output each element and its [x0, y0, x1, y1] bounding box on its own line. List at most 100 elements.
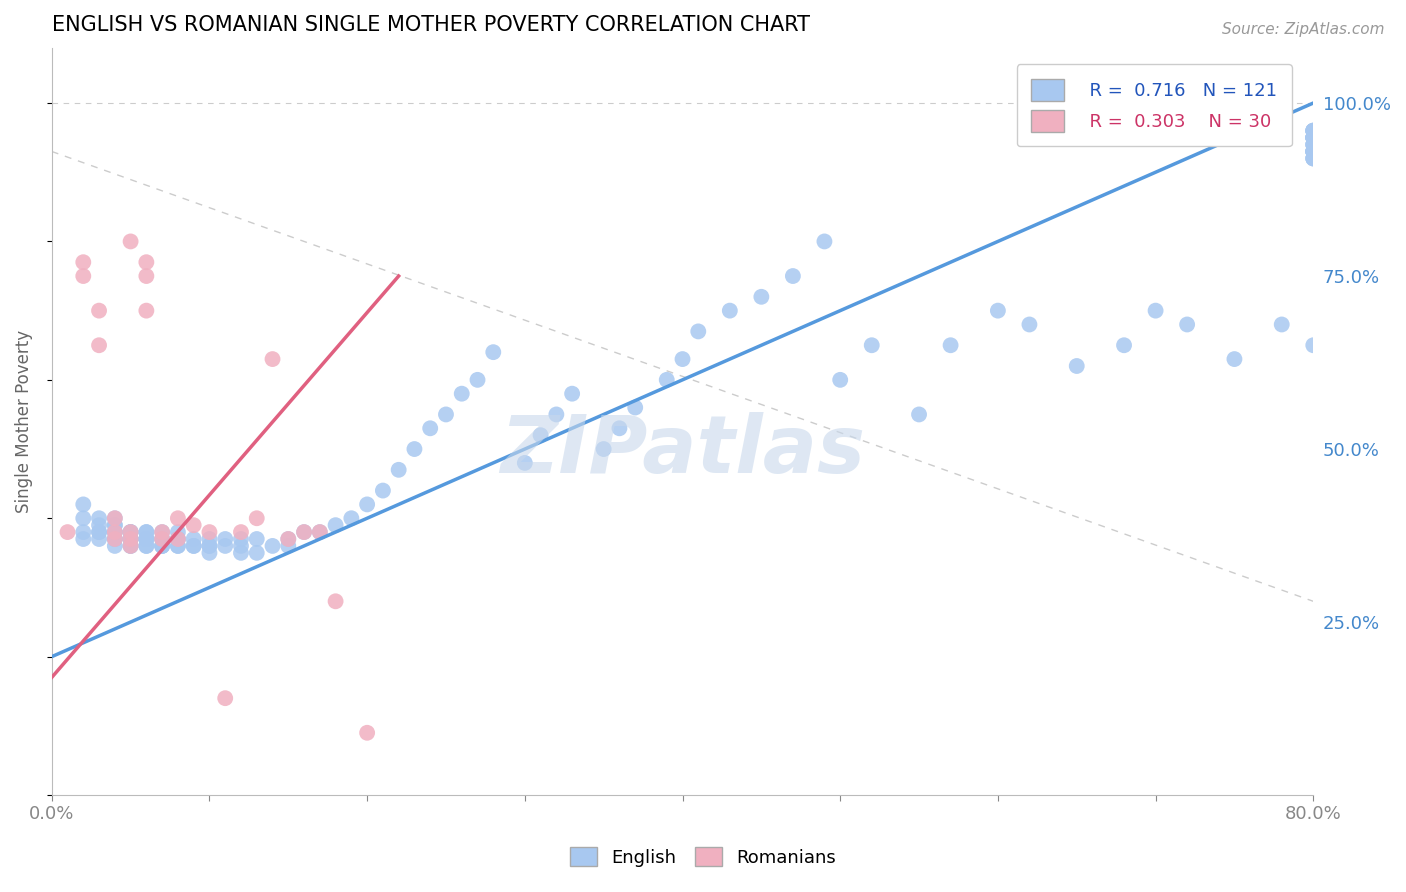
Point — [135, 532, 157, 546]
Point — [529, 428, 551, 442]
Point — [214, 539, 236, 553]
Point — [434, 408, 457, 422]
Point — [183, 539, 205, 553]
Point — [150, 525, 173, 540]
Point — [120, 525, 142, 540]
Point — [87, 518, 110, 533]
Point — [104, 525, 127, 540]
Point — [120, 539, 142, 553]
Point — [388, 463, 411, 477]
Point — [1302, 145, 1324, 159]
Point — [908, 408, 931, 422]
Point — [277, 532, 299, 546]
Point — [1018, 318, 1040, 332]
Point — [167, 511, 190, 525]
Point — [198, 546, 221, 560]
Point — [671, 352, 693, 367]
Point — [813, 235, 835, 249]
Point — [167, 539, 190, 553]
Point — [87, 511, 110, 525]
Point — [325, 518, 347, 533]
Point — [246, 532, 269, 546]
Point — [1302, 145, 1324, 159]
Point — [120, 235, 142, 249]
Point — [198, 539, 221, 553]
Point — [467, 373, 489, 387]
Point — [513, 456, 536, 470]
Point — [404, 442, 426, 456]
Point — [688, 325, 710, 339]
Point — [120, 525, 142, 540]
Point — [120, 532, 142, 546]
Point — [183, 532, 205, 546]
Point — [150, 532, 173, 546]
Point — [262, 352, 284, 367]
Point — [167, 532, 190, 546]
Point — [782, 268, 804, 283]
Point — [198, 525, 221, 540]
Point — [371, 483, 394, 498]
Point — [120, 539, 142, 553]
Point — [655, 373, 678, 387]
Point — [72, 268, 94, 283]
Point — [356, 726, 378, 740]
Point — [87, 338, 110, 352]
Point — [277, 532, 299, 546]
Point — [1302, 137, 1324, 152]
Point — [546, 408, 568, 422]
Point — [87, 303, 110, 318]
Point — [104, 518, 127, 533]
Point — [135, 532, 157, 546]
Point — [1302, 152, 1324, 166]
Point — [72, 511, 94, 525]
Point — [72, 525, 94, 540]
Point — [1271, 318, 1294, 332]
Point — [87, 525, 110, 540]
Point — [214, 532, 236, 546]
Point — [1302, 124, 1324, 138]
Point — [1144, 303, 1167, 318]
Point — [277, 539, 299, 553]
Text: Source: ZipAtlas.com: Source: ZipAtlas.com — [1222, 22, 1385, 37]
Point — [308, 525, 330, 540]
Point — [1302, 145, 1324, 159]
Point — [1302, 137, 1324, 152]
Point — [419, 421, 441, 435]
Point — [135, 268, 157, 283]
Point — [751, 290, 773, 304]
Point — [104, 532, 127, 546]
Point — [104, 525, 127, 540]
Point — [56, 525, 79, 540]
Point — [229, 539, 252, 553]
Point — [120, 525, 142, 540]
Point — [1302, 124, 1324, 138]
Point — [482, 345, 505, 359]
Point — [1302, 338, 1324, 352]
Point — [292, 525, 315, 540]
Point — [104, 532, 127, 546]
Point — [135, 539, 157, 553]
Point — [624, 401, 647, 415]
Point — [1302, 137, 1324, 152]
Y-axis label: Single Mother Poverty: Single Mother Poverty — [15, 330, 32, 513]
Point — [104, 525, 127, 540]
Text: ENGLISH VS ROMANIAN SINGLE MOTHER POVERTY CORRELATION CHART: ENGLISH VS ROMANIAN SINGLE MOTHER POVERT… — [52, 15, 810, 35]
Point — [1223, 352, 1246, 367]
Point — [987, 303, 1010, 318]
Point — [262, 539, 284, 553]
Point — [104, 532, 127, 546]
Point — [1302, 130, 1324, 145]
Point — [150, 539, 173, 553]
Point — [292, 525, 315, 540]
Point — [246, 546, 269, 560]
Text: ZIPatlas: ZIPatlas — [501, 412, 865, 491]
Point — [183, 518, 205, 533]
Point — [72, 532, 94, 546]
Point — [1302, 124, 1324, 138]
Point — [135, 539, 157, 553]
Point — [150, 532, 173, 546]
Point — [120, 532, 142, 546]
Point — [120, 532, 142, 546]
Point — [718, 303, 741, 318]
Point — [1302, 130, 1324, 145]
